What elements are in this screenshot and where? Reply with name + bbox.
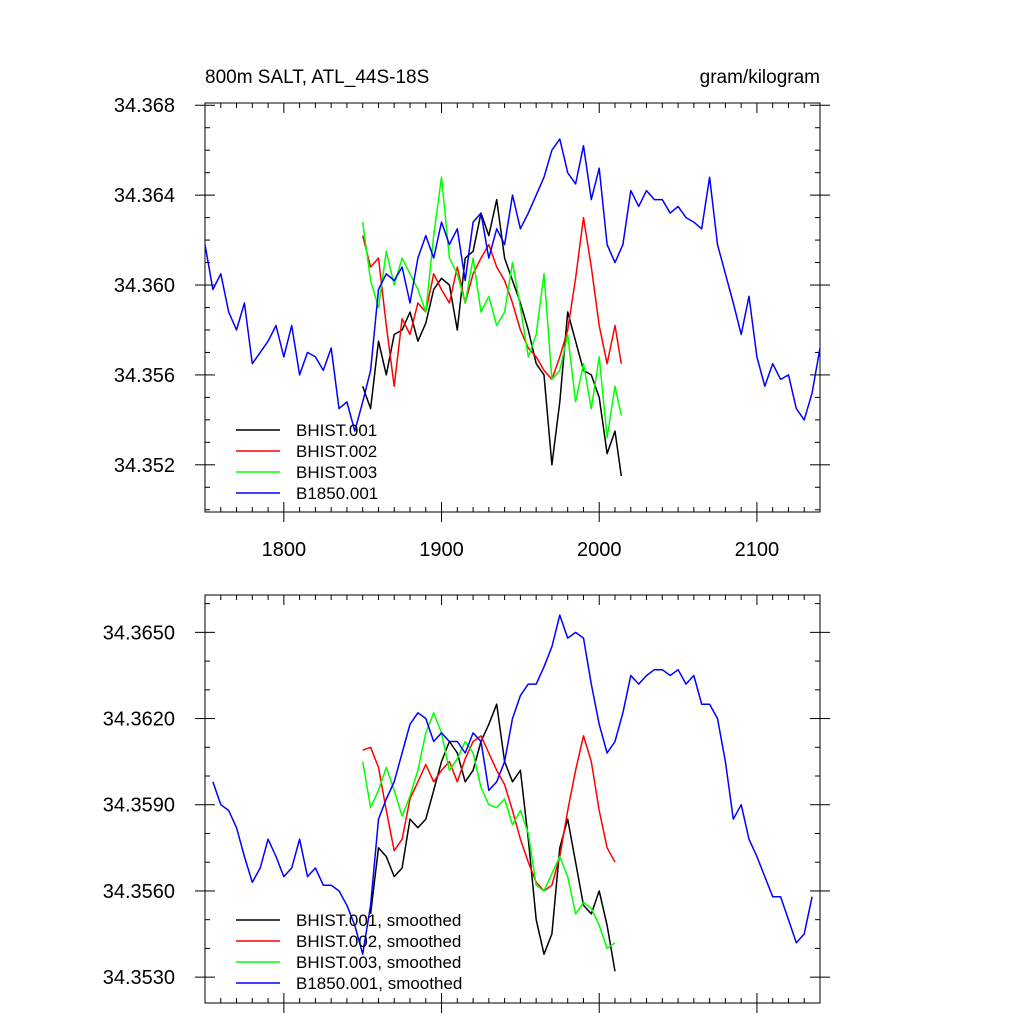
chart-title-right: gram/kilogram (700, 67, 820, 88)
y-tick-label: 34.368 (114, 95, 175, 117)
series-line-4 (212, 614, 813, 955)
chart-title-left: 800m SALT, ATL_44S-18S (205, 67, 429, 88)
y-tick-label: 34.360 (114, 275, 175, 297)
legend-label: BHIST.002 (296, 442, 377, 461)
series-line-1 (369, 703, 616, 972)
y-tick-label: 34.3530 (103, 967, 175, 989)
legend-label: BHIST.003 (296, 463, 377, 482)
legend-label: BHIST.001 (296, 421, 377, 440)
series-line-2 (362, 735, 616, 892)
series-line-2 (361, 216, 623, 387)
y-tick-label: 34.3560 (103, 881, 175, 903)
plot-frame (204, 594, 821, 1004)
x-tick-label: 1800 (262, 539, 307, 561)
series-line-4 (204, 138, 821, 432)
legend-label: B1850.001 (296, 484, 378, 503)
x-tick-label: 2000 (577, 539, 622, 561)
y-tick-label: 34.3650 (103, 622, 175, 644)
y-tick-label: 34.352 (114, 455, 175, 477)
legend-label: BHIST.003, smoothed (296, 953, 461, 972)
series-line-1 (361, 198, 623, 477)
y-tick-label: 34.3590 (103, 795, 175, 817)
y-tick-label: 34.364 (114, 185, 175, 207)
series-line-3 (361, 712, 616, 950)
x-tick-label: 1900 (419, 539, 464, 561)
chart-panel-2: 34.3530 34.3560 34.3590 34.3620 34.3650 BHIST… (103, 594, 830, 1013)
chart-panel-1: 1800 1900 2000 2100 34.352 34.356 34.360 34.364… (114, 67, 830, 561)
y-tick-label: 34.3620 (103, 709, 175, 731)
y-tick-label: 34.356 (114, 365, 175, 387)
legend-label: B1850.001, smoothed (296, 974, 462, 993)
legend-label: BHIST.001, smoothed (296, 911, 461, 930)
series-line-3 (361, 176, 623, 439)
legend-label: BHIST.002, smoothed (296, 932, 461, 951)
x-tick-label: 2100 (735, 539, 780, 561)
